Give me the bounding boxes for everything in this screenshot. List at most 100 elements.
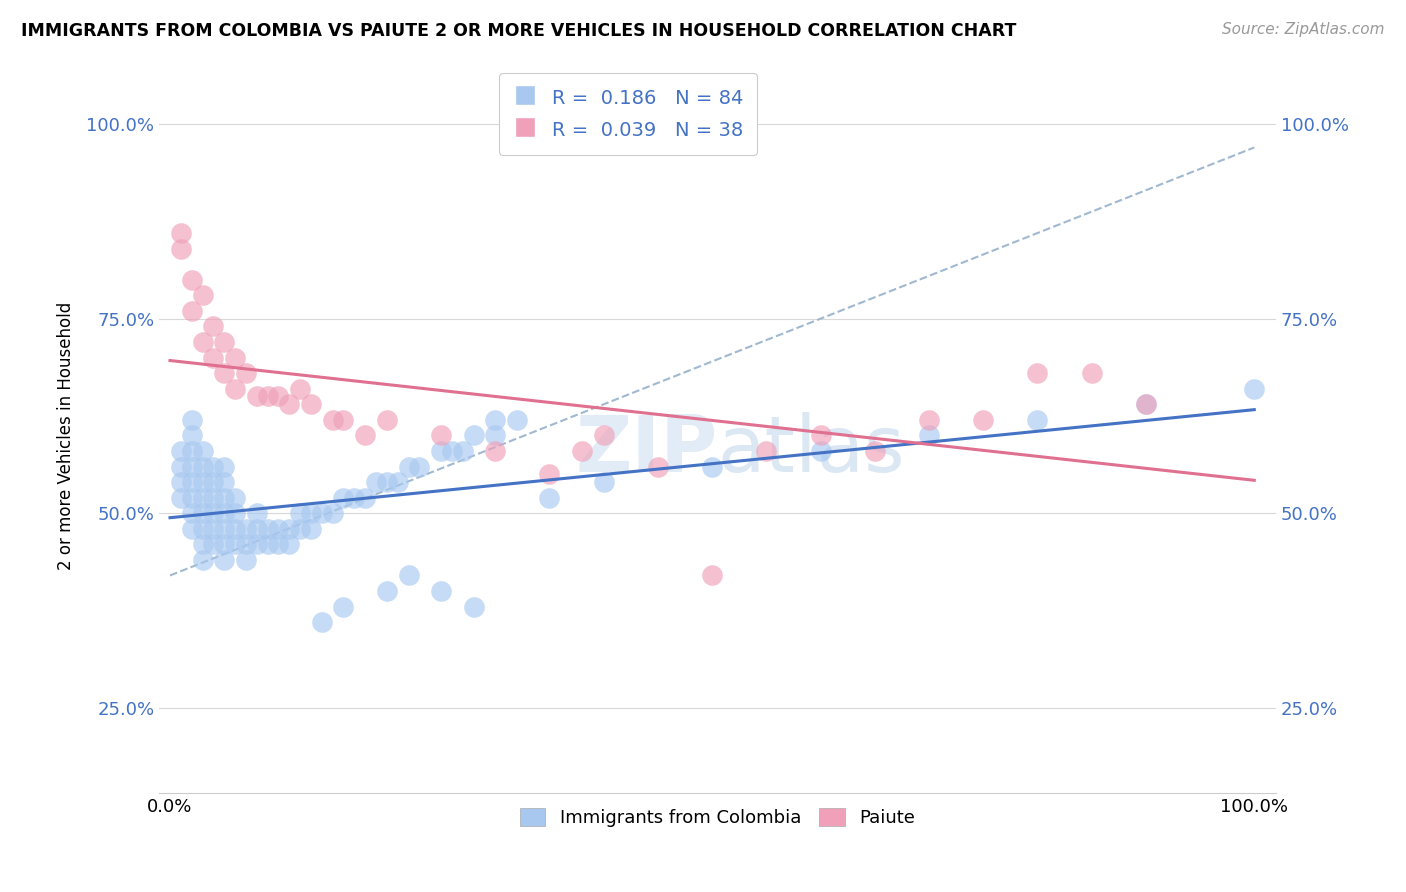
Point (322, 506, 344, 520)
Point (332, 413, 354, 427)
Point (224, 522, 246, 536)
Point (408, 459, 430, 474)
Point (202, 537, 225, 551)
Point (191, 506, 214, 520)
Point (278, 397, 301, 411)
Text: ZIP: ZIP (575, 412, 717, 488)
Point (267, 389, 290, 403)
Point (506, 413, 529, 427)
Point (246, 537, 269, 551)
Point (202, 319, 225, 334)
Point (451, 444, 474, 458)
Point (278, 537, 301, 551)
Point (700, 459, 723, 474)
Point (235, 537, 257, 551)
Point (375, 584, 398, 599)
Point (1026, 413, 1049, 427)
Point (972, 413, 994, 427)
Point (224, 491, 246, 505)
Point (810, 428, 832, 442)
Point (354, 491, 377, 505)
Point (538, 467, 561, 482)
Point (246, 522, 269, 536)
Point (180, 428, 202, 442)
Point (191, 522, 214, 536)
Point (202, 475, 225, 489)
Point (212, 491, 235, 505)
Point (430, 444, 453, 458)
Point (398, 459, 420, 474)
Point (235, 553, 257, 567)
Point (288, 382, 311, 396)
Point (299, 522, 322, 536)
Point (202, 459, 225, 474)
Point (440, 444, 463, 458)
Point (170, 459, 193, 474)
Point (484, 413, 506, 427)
Point (918, 428, 941, 442)
Point (235, 522, 257, 536)
Point (863, 444, 886, 458)
Point (180, 522, 202, 536)
Point (332, 491, 354, 505)
Point (180, 304, 202, 318)
Point (191, 491, 214, 505)
Point (180, 273, 202, 287)
Point (354, 428, 377, 442)
Point (700, 568, 723, 582)
Point (202, 491, 225, 505)
Point (180, 475, 202, 489)
Point (592, 428, 614, 442)
Point (180, 413, 202, 427)
Point (288, 506, 311, 520)
Point (918, 413, 941, 427)
Point (332, 599, 354, 614)
Point (170, 475, 193, 489)
Point (180, 491, 202, 505)
Point (343, 491, 366, 505)
Point (267, 522, 290, 536)
Point (224, 382, 246, 396)
Point (170, 226, 193, 240)
Point (430, 428, 453, 442)
Point (571, 444, 593, 458)
Point (278, 522, 301, 536)
Point (170, 444, 193, 458)
Point (180, 506, 202, 520)
Point (484, 428, 506, 442)
Point (755, 444, 778, 458)
Point (256, 522, 278, 536)
Point (256, 389, 278, 403)
Point (810, 444, 832, 458)
Point (212, 537, 235, 551)
Text: IMMIGRANTS FROM COLOMBIA VS PAIUTE 2 OR MORE VEHICLES IN HOUSEHOLD CORRELATION C: IMMIGRANTS FROM COLOMBIA VS PAIUTE 2 OR … (21, 22, 1017, 40)
Point (246, 506, 269, 520)
Text: Source: ZipAtlas.com: Source: ZipAtlas.com (1222, 22, 1385, 37)
Point (288, 522, 311, 536)
Point (191, 444, 214, 458)
Point (647, 459, 669, 474)
Point (202, 522, 225, 536)
Point (191, 334, 214, 349)
Point (212, 522, 235, 536)
Point (170, 491, 193, 505)
Point (375, 413, 398, 427)
Y-axis label: 2 or more Vehicles in Household: 2 or more Vehicles in Household (58, 301, 75, 569)
Point (592, 475, 614, 489)
Point (202, 351, 225, 365)
Point (267, 537, 290, 551)
Point (1135, 397, 1157, 411)
Point (212, 366, 235, 380)
Point (299, 397, 322, 411)
Point (224, 506, 246, 520)
Point (484, 444, 506, 458)
Point (463, 599, 485, 614)
Point (202, 506, 225, 520)
Point (191, 537, 214, 551)
Point (246, 389, 269, 403)
Point (364, 475, 387, 489)
Point (463, 428, 485, 442)
Point (212, 506, 235, 520)
Point (1026, 366, 1049, 380)
Point (430, 584, 453, 599)
